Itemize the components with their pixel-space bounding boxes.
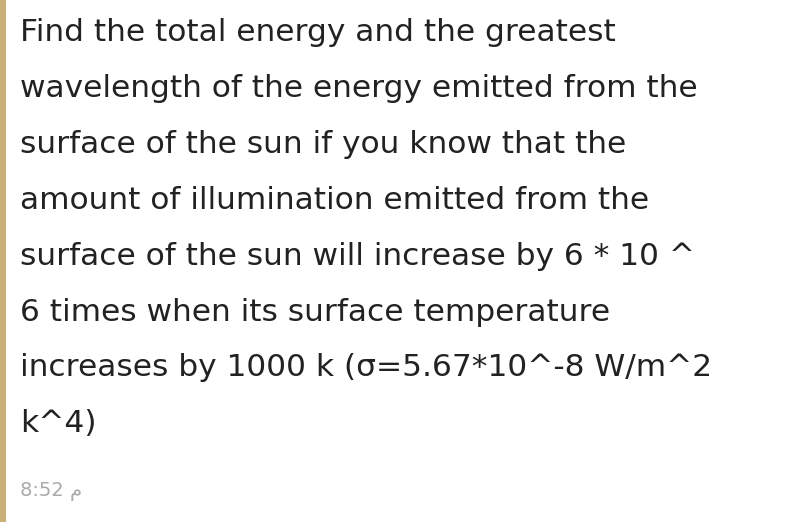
Text: 8:52 م: 8:52 م xyxy=(20,482,82,501)
Text: surface of the sun will increase by 6 * 10 ^: surface of the sun will increase by 6 * … xyxy=(20,242,695,271)
Text: amount of illumination emitted from the: amount of illumination emitted from the xyxy=(20,186,649,215)
Text: 6 times when its surface temperature: 6 times when its surface temperature xyxy=(20,298,610,327)
Text: increases by 1000 k (σ=5.67*10^-8 W/m^2: increases by 1000 k (σ=5.67*10^-8 W/m^2 xyxy=(20,353,712,383)
Text: Find the total energy and the greatest: Find the total energy and the greatest xyxy=(20,18,616,48)
Text: wavelength of the energy emitted from the: wavelength of the energy emitted from th… xyxy=(20,74,698,103)
Text: k^4): k^4) xyxy=(20,409,97,438)
FancyBboxPatch shape xyxy=(0,0,6,522)
Text: surface of the sun if you know that the: surface of the sun if you know that the xyxy=(20,130,626,159)
